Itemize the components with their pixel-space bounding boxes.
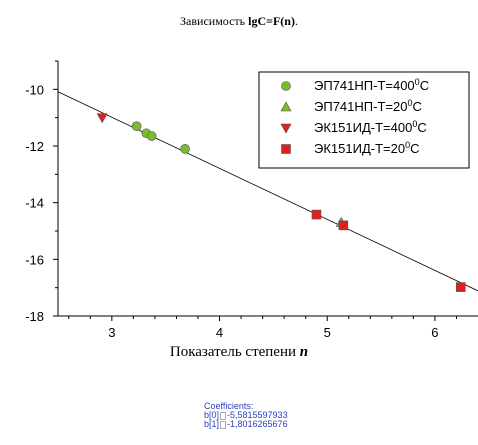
y-tick-label: -10 — [25, 82, 44, 97]
data-markers — [96, 113, 466, 292]
legend-marker — [281, 144, 291, 154]
fit-line-group — [57, 91, 478, 292]
coefficients-block: Coefficients: b[0] -5,5815597933 b[1] -1,8… — [204, 402, 288, 429]
x-tick-label: 4 — [216, 325, 223, 340]
data-point — [96, 113, 108, 124]
legend: ЭП741НП-Т=4000С ЭП741НП-Т=200С ЭК151ИД-Т=4… — [258, 71, 470, 169]
data-point — [146, 131, 157, 141]
fit-line — [57, 91, 478, 292]
y-tick-label: -18 — [25, 309, 44, 324]
legend-entry: ЭК151ИД-Т=4000С — [314, 119, 427, 135]
chart-title: Зависимость lgC=F(n). — [180, 14, 298, 28]
plot-axes: -10 -12 -14 -16 -18 3 4 5 6 — [25, 60, 478, 340]
coefficient-b0: b[0] -5,5815597933 — [204, 410, 288, 420]
legend-entry: ЭП741НП-Т=200С — [314, 98, 422, 114]
data-point — [338, 220, 349, 231]
x-tick-label: 3 — [108, 325, 115, 340]
legend-box — [258, 71, 470, 169]
data-point — [180, 144, 190, 154]
legend-marker — [280, 101, 292, 112]
chart-plot: -10-12-14-16-183 4 5 6 ЭП741НП-Т=4000СЭП741… — [25, 60, 478, 340]
legend-marker — [281, 81, 291, 91]
coefficients-header: Coefficients: — [204, 401, 254, 411]
data-point — [131, 121, 142, 131]
legend-entry: ЭК151ИД-Т=200С — [314, 140, 419, 156]
data-point — [455, 282, 466, 292]
x-tick-label: 6 — [431, 325, 438, 340]
coefficient-b1: b[1] -1,8016265676 — [204, 419, 288, 429]
legend-entry: ЭП741НП-Т=4000С — [314, 77, 429, 93]
legend-marker — [280, 123, 292, 134]
y-tick-label: -16 — [25, 252, 44, 267]
y-tick-label: -12 — [25, 139, 44, 154]
y-tick-label: -14 — [25, 196, 44, 211]
data-point — [311, 209, 322, 220]
x-axis-label: Показатель степени n — [169, 344, 309, 360]
x-tick-label: 5 — [324, 325, 331, 340]
